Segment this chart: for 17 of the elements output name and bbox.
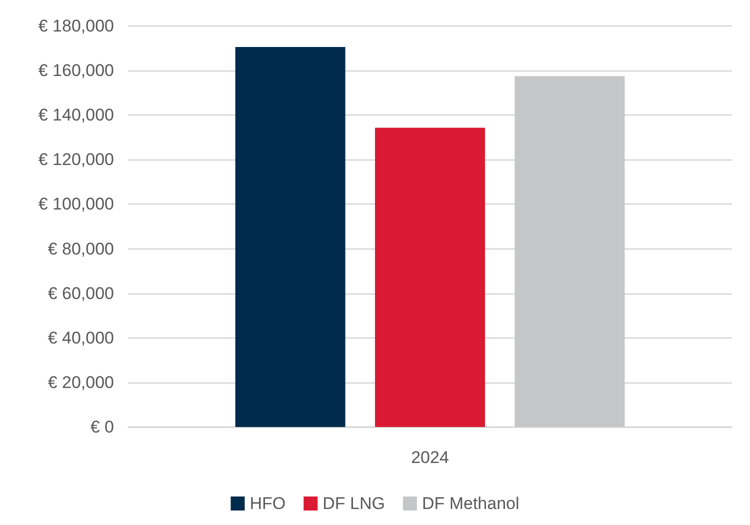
y-tick-label: € 0: [90, 418, 114, 436]
y-tick-label: € 120,000: [38, 150, 114, 170]
bar: [375, 128, 485, 427]
bar: [235, 46, 346, 427]
legend-label: DF LNG: [322, 494, 385, 513]
legend-label: DF Methanol: [422, 494, 520, 513]
y-tick-label: € 20,000: [48, 372, 114, 392]
y-tick-label: € 160,000: [38, 61, 114, 80]
y-tick-label: € 80,000: [48, 239, 114, 258]
y-tick-label: € 60,000: [48, 284, 114, 303]
y-tick-label: € 100,000: [38, 194, 114, 214]
y-tick-label: € 40,000: [48, 328, 114, 348]
x-tick-label: 2024: [411, 448, 449, 467]
bar: [514, 76, 625, 427]
y-tick-label: € 180,000: [38, 16, 114, 36]
y-tick-label: € 140,000: [38, 106, 114, 125]
legend-label: HFO: [250, 494, 286, 513]
